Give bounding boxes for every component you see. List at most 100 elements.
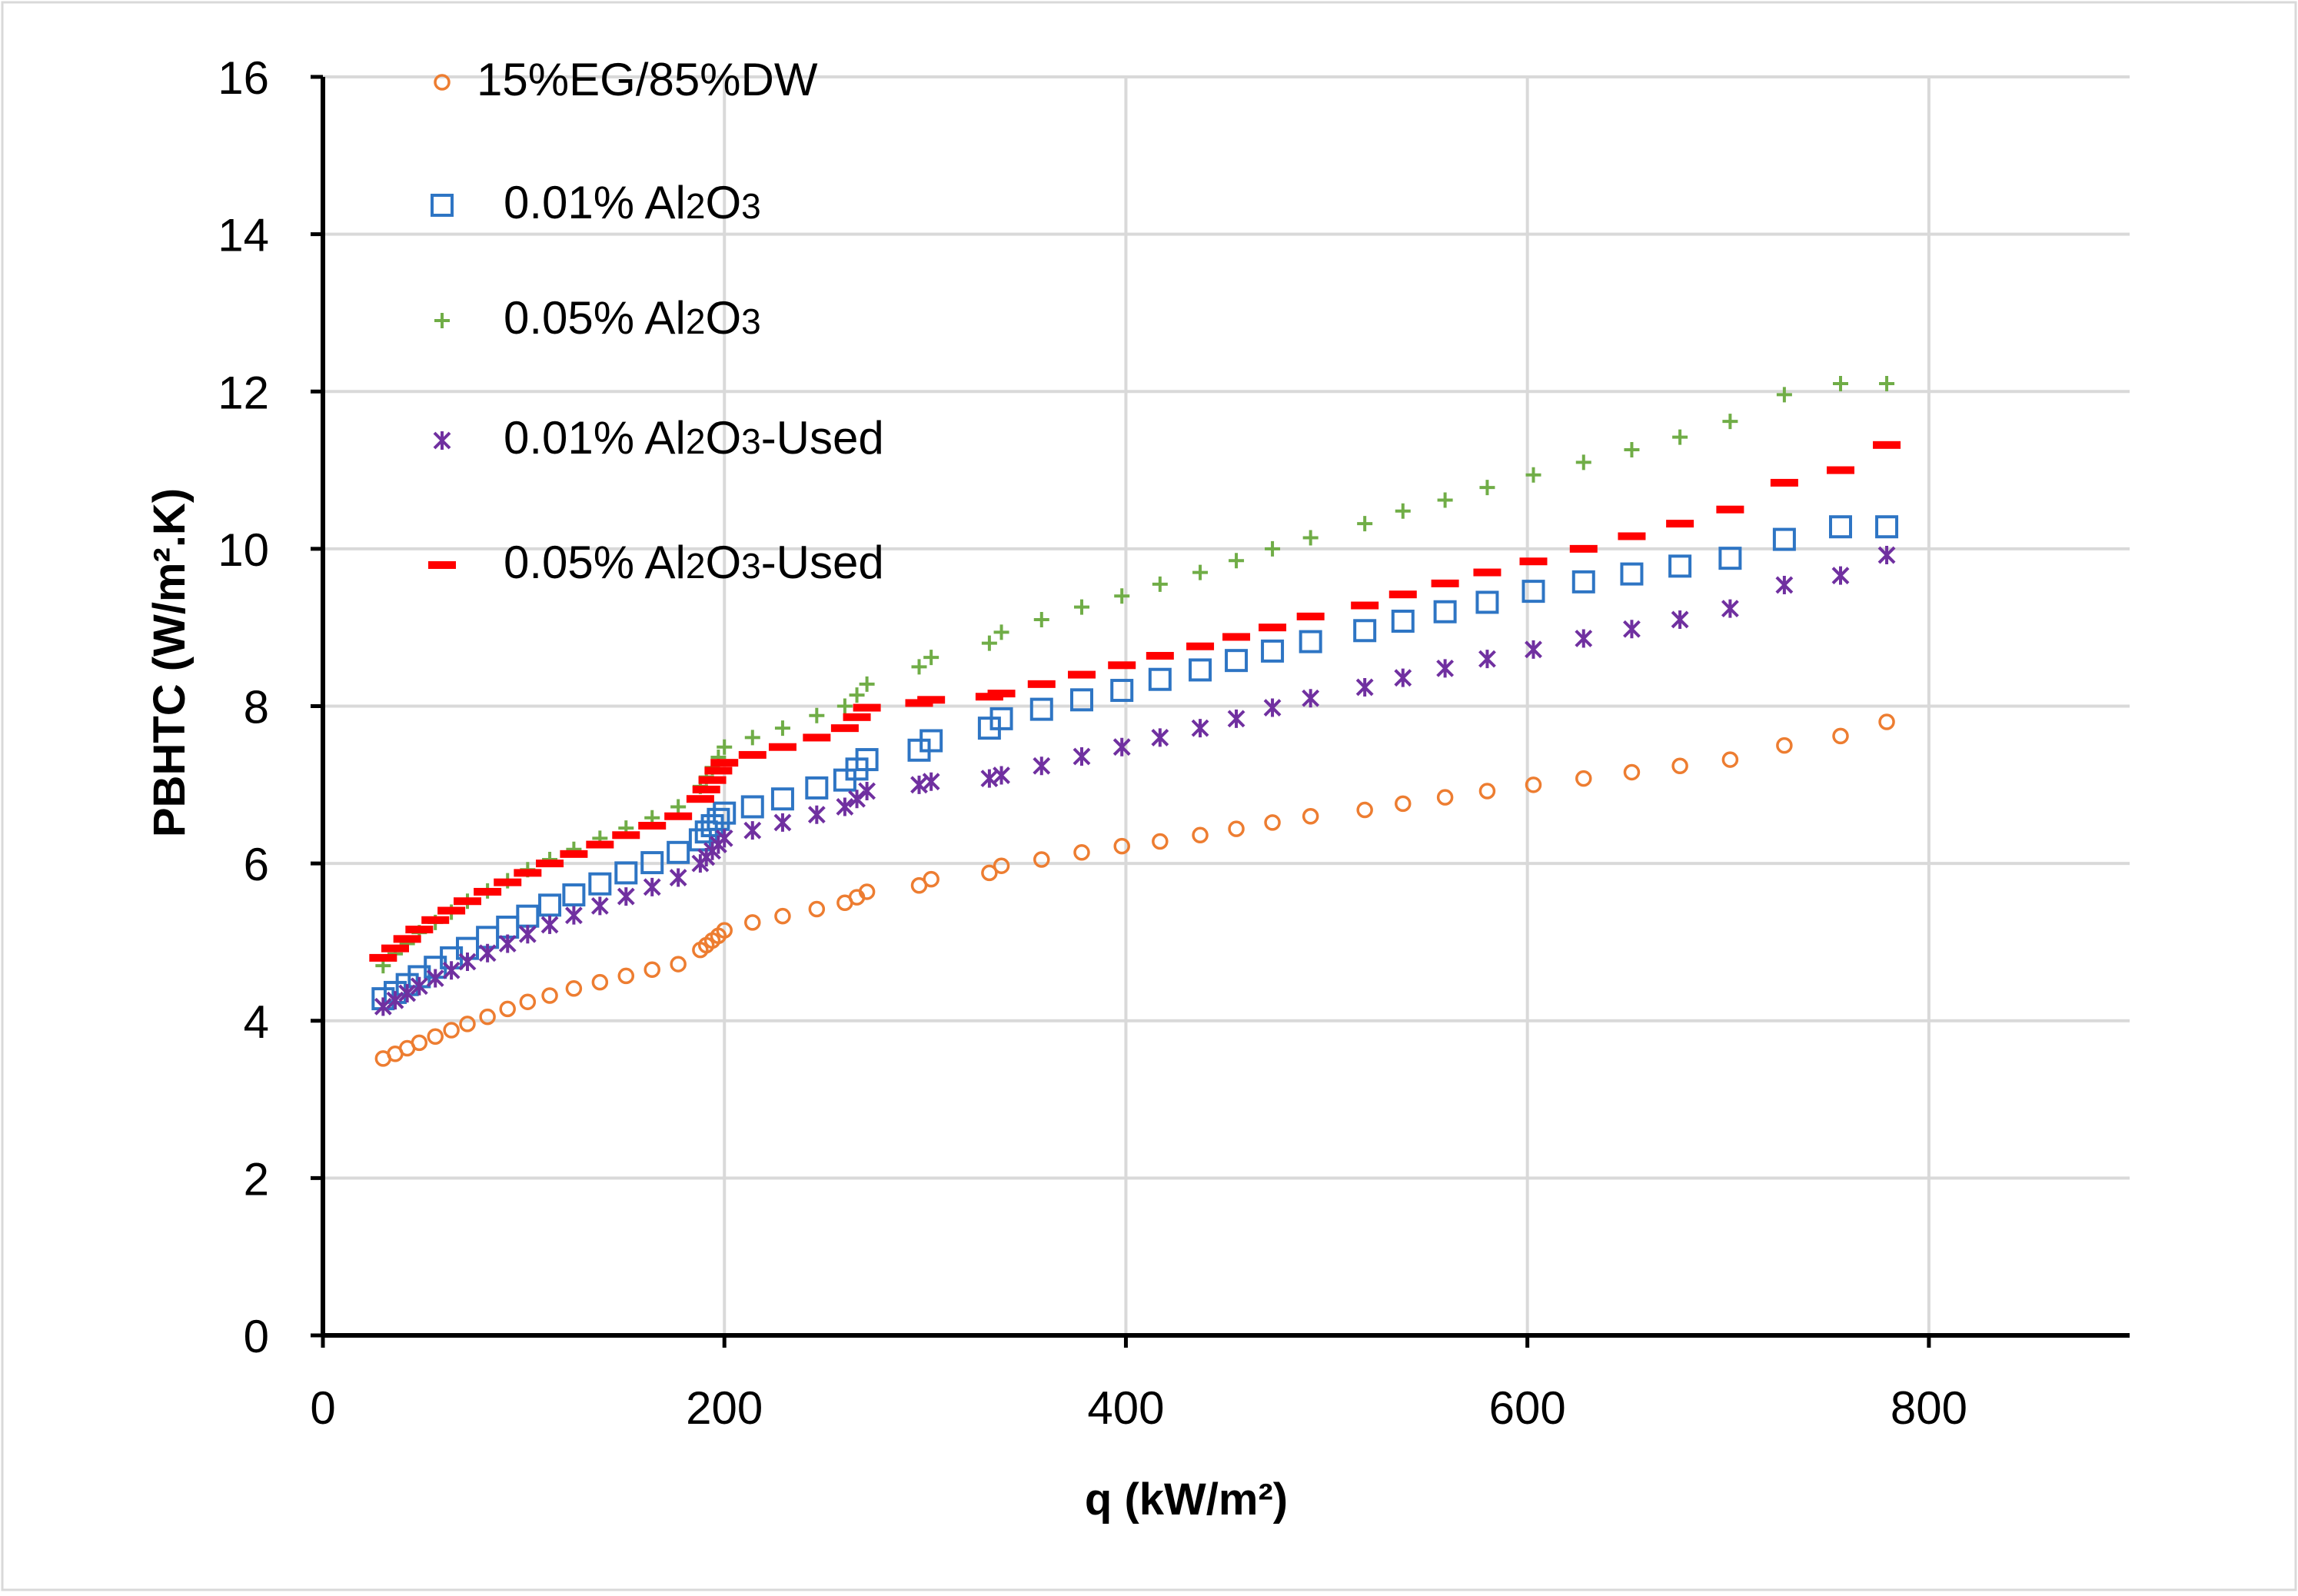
data-point (1623, 763, 1641, 781)
data-point (617, 887, 635, 906)
data-point (1027, 680, 1056, 688)
data-point (494, 878, 522, 886)
data-point (670, 799, 687, 815)
data-point (586, 840, 614, 849)
data-point (1112, 737, 1131, 756)
data-point (917, 696, 946, 704)
data-point (715, 829, 733, 848)
data-point (667, 840, 690, 864)
data-point (638, 822, 667, 830)
data-point (1436, 789, 1454, 806)
data-point (1152, 833, 1169, 850)
data-point (920, 729, 943, 753)
data-point (1302, 807, 1319, 825)
data-point (591, 973, 609, 991)
data-point (1033, 851, 1050, 868)
y-tick-label: 0 (244, 1311, 269, 1362)
data-point (1229, 553, 1245, 569)
data-point (1222, 633, 1251, 641)
data-point (911, 659, 927, 675)
data-point (541, 987, 558, 1004)
data-point (1296, 612, 1325, 620)
data-point (1775, 575, 1794, 594)
legend-item-4: 0.01% Al2O3-Used (433, 412, 884, 464)
data-point (565, 980, 583, 997)
data-point (744, 914, 761, 931)
legend-label-part: O (705, 412, 741, 464)
data-point (849, 687, 865, 703)
legend-label-part: 3 (741, 186, 761, 226)
data-point (993, 766, 1010, 785)
data-point (386, 991, 404, 1010)
x-tick-label: 800 (1891, 1382, 1967, 1434)
y-tick-label: 12 (218, 367, 269, 418)
legend-label-part: 0.01% Al (504, 177, 686, 228)
data-point (858, 782, 876, 800)
data-point (1875, 515, 1899, 539)
data-point (1148, 667, 1172, 691)
data-point (499, 1000, 516, 1018)
data-point (398, 983, 417, 1002)
legend-label-part: 0.01% Al (504, 412, 686, 464)
legend-label-part: 2 (686, 421, 706, 461)
x-tick-label: 0 (310, 1382, 335, 1434)
data-point (698, 776, 727, 784)
data-point (1070, 688, 1093, 712)
legend-item-5: 0.05% Al2O3-Used (428, 537, 884, 588)
series-4 (374, 546, 1896, 1016)
data-point (855, 748, 879, 772)
data-point (805, 776, 829, 800)
legend-label-part: 2 (686, 186, 706, 226)
data-point (716, 922, 733, 939)
data-point (1113, 837, 1130, 855)
data-point (1302, 530, 1319, 546)
data-point (1152, 576, 1168, 592)
data-point (858, 883, 876, 900)
data-point (1114, 588, 1130, 604)
data-point (981, 864, 998, 882)
data-point (803, 733, 831, 742)
y-tick-label: 10 (218, 524, 269, 576)
data-point (369, 953, 397, 962)
data-point (1776, 387, 1792, 403)
y-tick-label: 6 (244, 839, 269, 890)
legend-label-part: 15%EG/85%DW (477, 54, 818, 105)
data-point (1473, 568, 1502, 577)
data-point (1833, 376, 1848, 392)
data-point (1624, 441, 1640, 457)
data-point (923, 870, 939, 888)
data-point (564, 906, 583, 925)
legend-label-part: O (705, 537, 741, 588)
data-point (923, 650, 939, 666)
data-point (1772, 527, 1796, 551)
data-point (1264, 814, 1281, 831)
data-point (498, 934, 517, 953)
data-points (369, 376, 1901, 1067)
data-point (426, 969, 444, 988)
data-point (738, 750, 767, 759)
data-point (1073, 844, 1090, 861)
legend-label-part: 2 (686, 546, 706, 586)
legend-label-part: -Used (761, 412, 884, 464)
data-point (1259, 623, 1287, 632)
data-point (614, 861, 638, 885)
data-point (1575, 454, 1591, 470)
data-point (1571, 570, 1595, 594)
data-point (1525, 776, 1542, 793)
data-point (514, 869, 542, 877)
y-axis-label: PBHTC (W/m².K) (145, 488, 195, 837)
data-point (707, 807, 730, 831)
data-point (713, 801, 737, 825)
data-point (1618, 532, 1646, 540)
data-point (443, 1022, 460, 1039)
data-point (807, 805, 826, 824)
data-point (774, 907, 791, 925)
x-tick-label: 200 (686, 1382, 763, 1434)
data-point (1388, 590, 1417, 599)
data-point (710, 759, 739, 767)
data-point (1525, 467, 1541, 483)
data-point (562, 883, 586, 907)
data-point (743, 821, 762, 840)
data-point (836, 797, 854, 816)
